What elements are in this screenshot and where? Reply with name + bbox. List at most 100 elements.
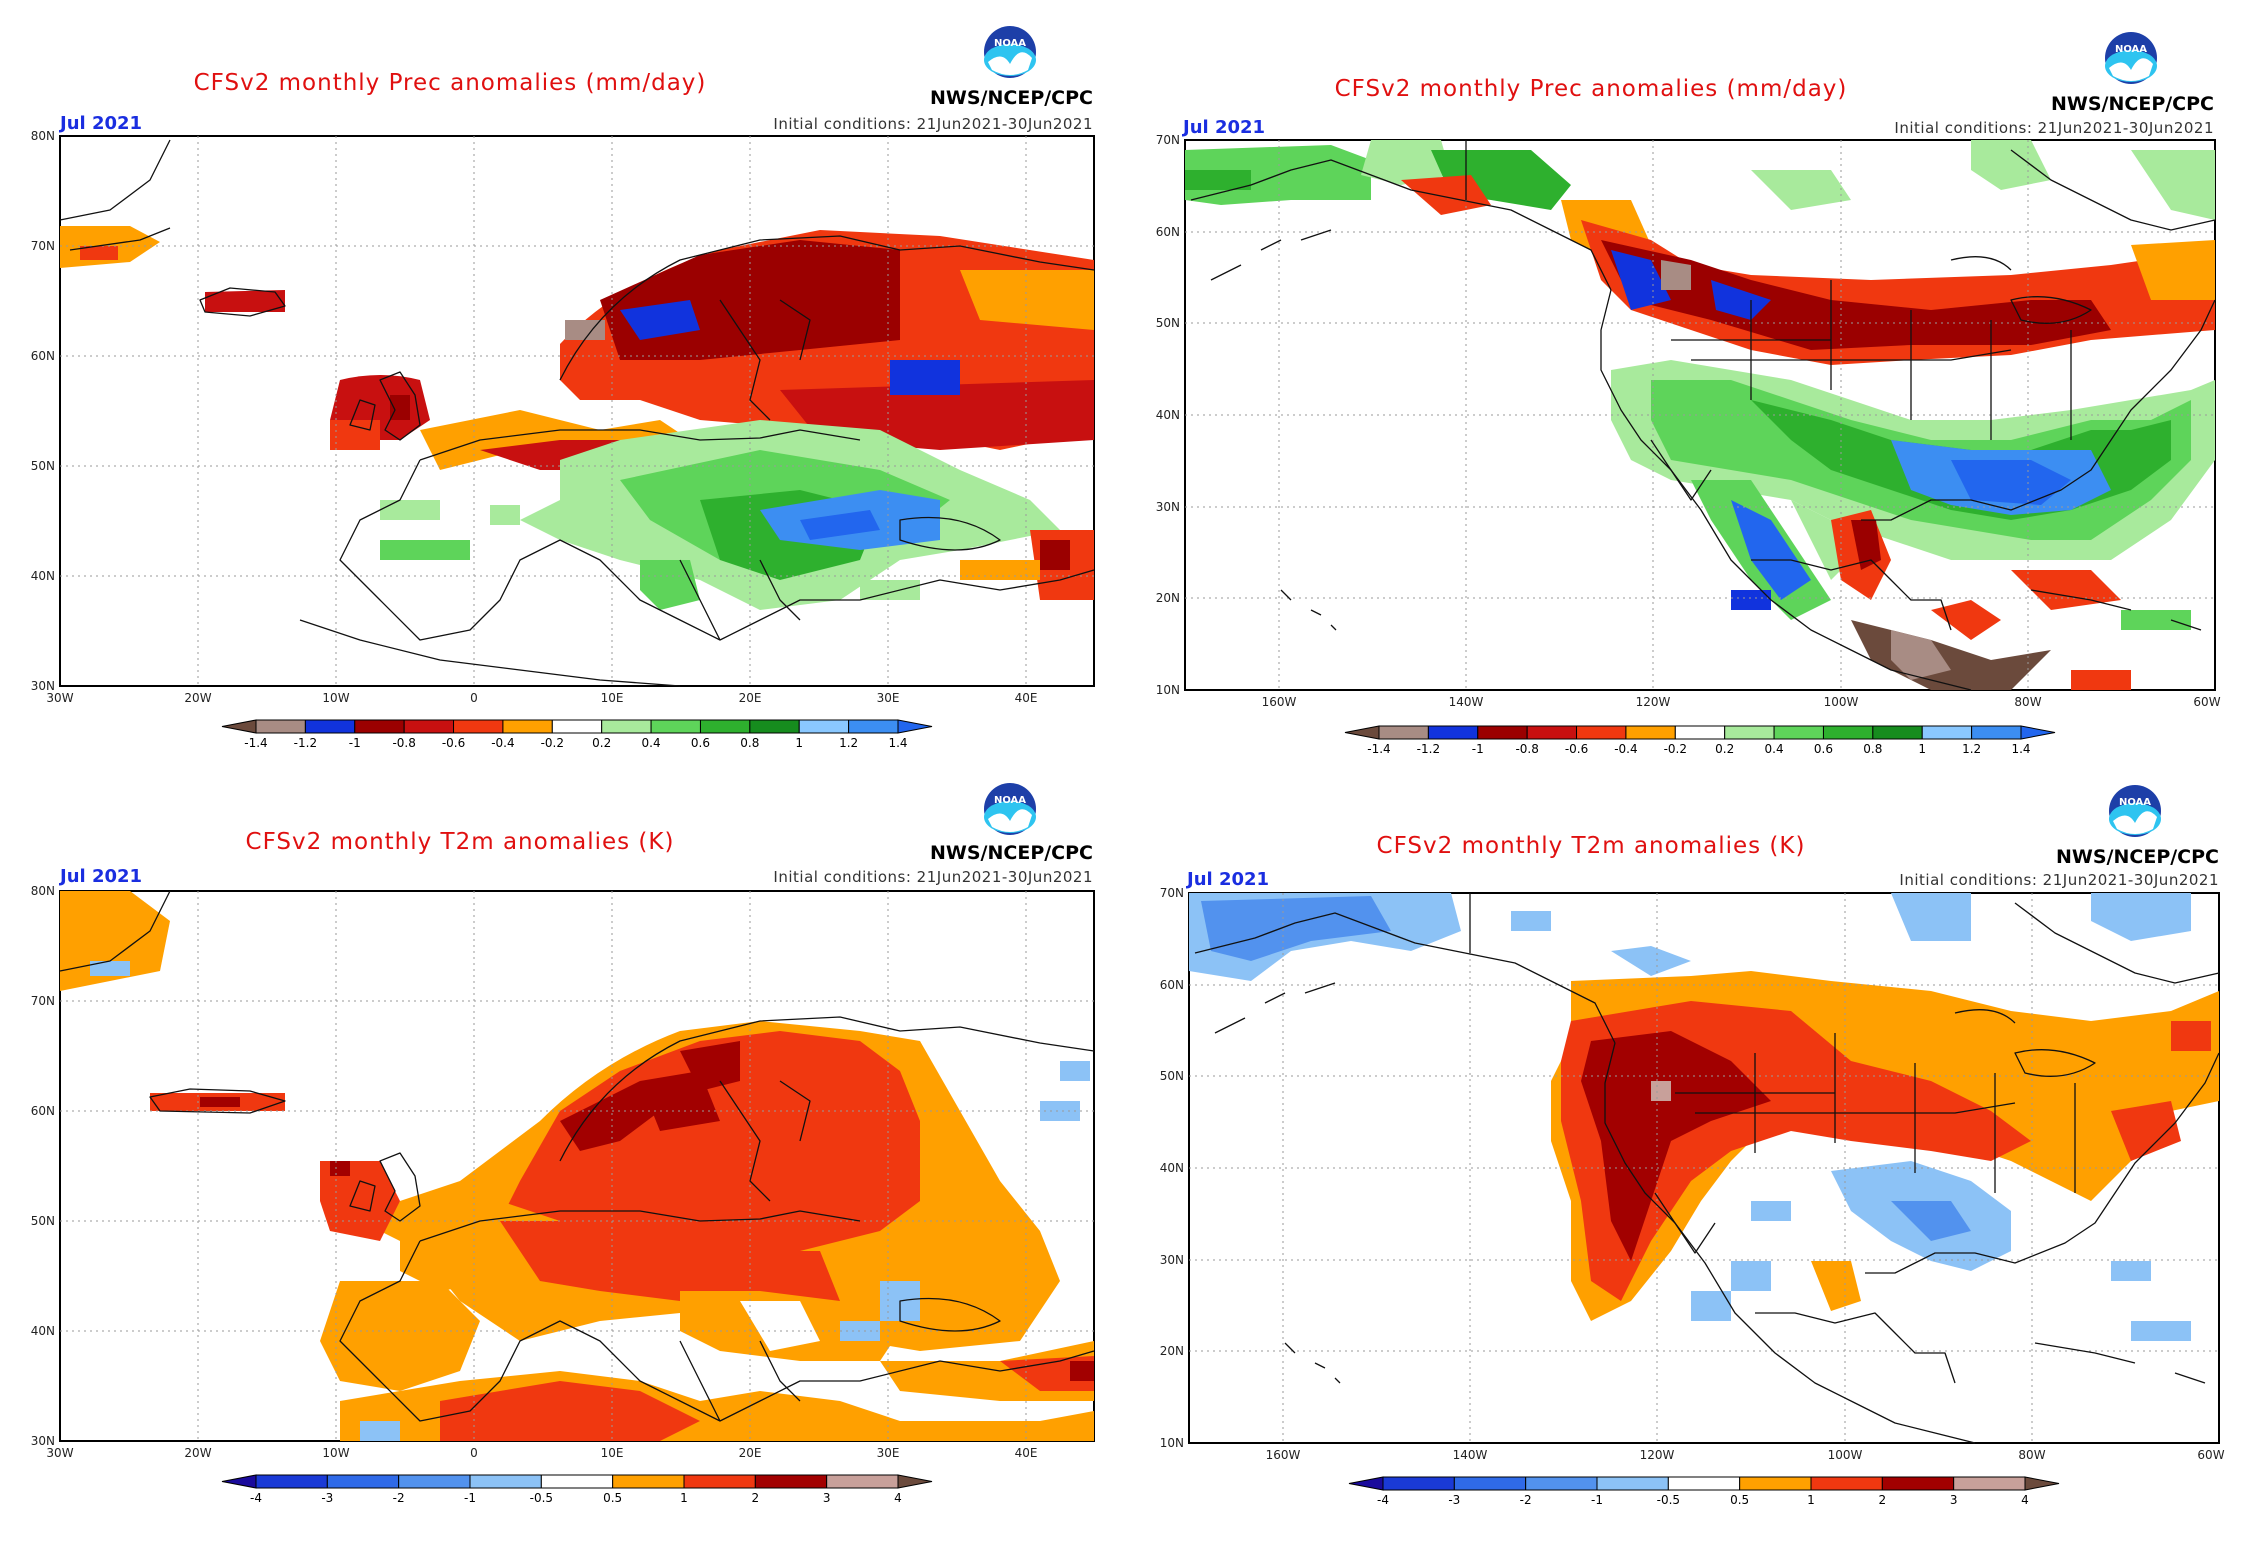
colorbar-label: 1 bbox=[795, 736, 803, 750]
colorbar: -1.4 -1.2 -1 -0.8 -0.6 -0.4 -0.2 0.2 0.4 0.6 0.8 1 1… bbox=[221, 719, 933, 750]
latitude-labels: 70N 60N 50N 40N 30N 20N 10N bbox=[1160, 886, 1184, 1450]
lat-label: 80N bbox=[31, 129, 55, 143]
logo-text: NOAA bbox=[994, 38, 1026, 49]
forecast-month: Jul 2021 bbox=[58, 113, 142, 134]
colorbar-swatch bbox=[2020, 725, 2056, 740]
lat-label: 30N bbox=[31, 1434, 55, 1448]
lon-label: 20E bbox=[739, 691, 762, 705]
lon-label: 140W bbox=[1453, 1448, 1488, 1462]
lat-label: 40N bbox=[31, 569, 55, 583]
colorbar-label: -3 bbox=[321, 1491, 333, 1505]
lon-label: 120W bbox=[1640, 1448, 1675, 1462]
anomaly-field bbox=[60, 226, 1094, 610]
colorbar-swatch bbox=[1822, 725, 1874, 740]
coastlines bbox=[59, 139, 1095, 687]
colorbar-swatch bbox=[1953, 1476, 2026, 1491]
lat-label: 60N bbox=[1160, 978, 1184, 992]
lat-label: 80N bbox=[31, 884, 55, 898]
colorbar-label: 0.6 bbox=[691, 736, 710, 750]
lon-label: 140W bbox=[1449, 695, 1484, 709]
colorbar-swatch bbox=[551, 719, 603, 734]
colorbar-label: 0.2 bbox=[1715, 742, 1734, 756]
longitude-labels: 160W 140W 120W 100W 80W 60W bbox=[1262, 695, 2221, 709]
colorbar-swatch bbox=[502, 719, 553, 734]
colorbar-swatch bbox=[1739, 1476, 1812, 1491]
colorbar-label: -0.6 bbox=[442, 736, 465, 750]
colorbar-label: 1.2 bbox=[839, 736, 858, 750]
na-t2m-figure: CFSv2 monthly T2m anomalies (K) Jul 2021… bbox=[1160, 785, 2225, 1507]
lat-label: 70N bbox=[1156, 133, 1180, 147]
initial-conditions: Initial conditions: 21Jun2021-30Jun2021 bbox=[773, 115, 1093, 133]
colorbar-label: -0.8 bbox=[392, 736, 415, 750]
lon-label: 80W bbox=[2014, 695, 2041, 709]
lat-label: 20N bbox=[1160, 1344, 1184, 1358]
colorbar-swatch bbox=[1881, 1476, 1955, 1491]
colorbar-swatch bbox=[1971, 725, 2022, 740]
agency-label: NWS/NCEP/CPC bbox=[2056, 846, 2219, 868]
colorbar-swatch bbox=[2024, 1476, 2060, 1491]
colorbar-swatch bbox=[403, 719, 455, 734]
colorbar-swatch bbox=[304, 719, 356, 734]
colorbar-swatch bbox=[601, 719, 652, 734]
map-area: 80N 70N 60N 50N 40N 30N 30W 20W 10W 0 10… bbox=[31, 129, 1095, 705]
coastlines bbox=[59, 890, 1095, 1422]
colorbar-swatch bbox=[453, 719, 504, 734]
lon-label: 10W bbox=[322, 691, 349, 705]
panel-title: CFSv2 monthly Prec anomalies (mm/day) bbox=[194, 70, 707, 96]
colorbar-swatch bbox=[612, 1474, 685, 1489]
lat-label: 30N bbox=[1156, 500, 1180, 514]
colorbar-label: 0.8 bbox=[740, 736, 759, 750]
colorbar-swatch bbox=[798, 719, 850, 734]
colorbar-swatch bbox=[754, 1474, 828, 1489]
colorbar-label: -0.2 bbox=[1664, 742, 1687, 756]
colorbar-label: 2 bbox=[752, 1491, 760, 1505]
lon-label: 30W bbox=[46, 1446, 73, 1460]
colorbar-swatch bbox=[1526, 725, 1578, 740]
coastlines bbox=[1194, 893, 2220, 1444]
colorbar-swatch bbox=[326, 1474, 400, 1489]
colorbar-label: 4 bbox=[894, 1491, 902, 1505]
lon-label: 100W bbox=[1824, 695, 1859, 709]
colorbar-label: 1 bbox=[1807, 1493, 1815, 1507]
colorbar-swatch bbox=[1576, 725, 1627, 740]
colorbar-swatch bbox=[826, 1474, 899, 1489]
colorbar-label: 1 bbox=[1918, 742, 1926, 756]
colorbar-swatch bbox=[1674, 725, 1726, 740]
colorbar-label: -0.4 bbox=[1614, 742, 1637, 756]
latitude-labels: 80N 70N 60N 50N 40N 30N bbox=[31, 884, 55, 1448]
colorbar-swatch bbox=[540, 1474, 614, 1489]
lon-label: 120W bbox=[1636, 695, 1671, 709]
colorbar-swatch bbox=[1525, 1476, 1598, 1491]
lon-label: 20W bbox=[184, 1446, 211, 1460]
lon-label: 60W bbox=[2197, 1448, 2224, 1462]
lon-label: 0 bbox=[470, 691, 478, 705]
colorbar-label: -1 bbox=[1472, 742, 1484, 756]
logo-text: NOAA bbox=[2119, 797, 2151, 808]
lat-label: 50N bbox=[1156, 316, 1180, 330]
lat-label: 70N bbox=[31, 239, 55, 253]
colorbar-swatch bbox=[848, 719, 899, 734]
lat-label: 70N bbox=[31, 994, 55, 1008]
colorbar-label: -1.4 bbox=[244, 736, 267, 750]
colorbar-swatch bbox=[1724, 725, 1775, 740]
lat-label: 30N bbox=[1160, 1253, 1184, 1267]
noaa-logo-icon: NOAA bbox=[984, 783, 1036, 835]
colorbar-swatch bbox=[897, 719, 933, 734]
logo-text: NOAA bbox=[994, 795, 1026, 806]
colorbar-swatch bbox=[699, 719, 751, 734]
noaa-logo-icon: NOAA bbox=[2105, 32, 2157, 84]
lon-label: 80W bbox=[2018, 1448, 2045, 1462]
colorbar-swatch bbox=[255, 1474, 328, 1489]
colorbar-label: -4 bbox=[1377, 1493, 1389, 1507]
colorbar-swatch bbox=[1453, 1476, 1527, 1491]
colorbar-swatch bbox=[650, 719, 701, 734]
lon-label: 40E bbox=[1015, 1446, 1038, 1460]
colorbar-label: 1 bbox=[680, 1491, 688, 1505]
colorbar: -4 -3 -2 -1 -0.5 0.5 1 2 3 4 bbox=[221, 1474, 933, 1505]
agency-label: NWS/NCEP/CPC bbox=[930, 842, 1093, 864]
colorbar-swatch bbox=[683, 1474, 756, 1489]
colorbar-swatch bbox=[469, 1474, 542, 1489]
agency-label: NWS/NCEP/CPC bbox=[2051, 93, 2214, 115]
colorbar-label: -0.6 bbox=[1565, 742, 1588, 756]
colorbar-label: 1.2 bbox=[1962, 742, 1981, 756]
